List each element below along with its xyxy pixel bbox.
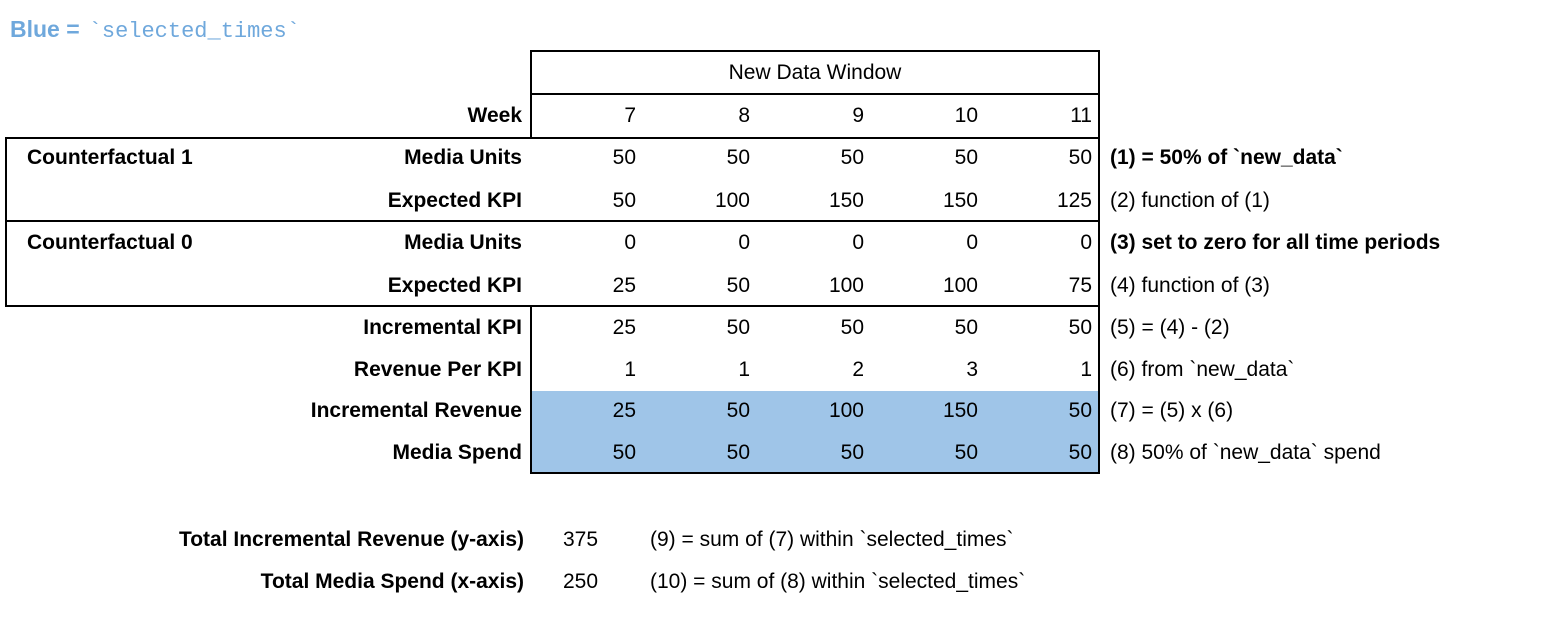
group-label-counterfactual-0: Counterfactual 0 (27, 231, 193, 255)
cell: 50 (954, 146, 978, 170)
cell: 50 (726, 315, 750, 339)
cell: 150 (828, 188, 864, 212)
cell-highlighted: 50 (612, 441, 636, 465)
table-row-incremental-revenue: Incremental Revenue 25 50 100 150 50 (7)… (0, 391, 1544, 433)
cell: 50 (1068, 315, 1092, 339)
cell: 0 (852, 231, 864, 255)
new-data-window-title: New Data Window (728, 60, 902, 84)
legend-blue-label: Blue = (10, 16, 80, 42)
cell: 100 (714, 188, 750, 212)
cell: 125 (1056, 188, 1092, 212)
cell: 1 (1080, 357, 1092, 381)
cell-highlighted: 50 (1068, 399, 1092, 423)
week-cell: 7 (624, 104, 636, 127)
cell: 50 (726, 146, 750, 170)
row-label: Revenue Per KPI (353, 357, 522, 381)
cell: 1 (624, 357, 636, 381)
group-label-counterfactual-1: Counterfactual 1 (27, 146, 193, 170)
row-label: Media Units (404, 146, 522, 170)
cell: 50 (726, 273, 750, 297)
row-annotation: (1) = 50% of `new_data` (1110, 146, 1343, 170)
week-cell: 10 (954, 104, 978, 127)
cell-highlighted: 50 (726, 399, 750, 423)
cell: 50 (612, 188, 636, 212)
row-annotation: (3) set to zero for all time periods (1110, 231, 1441, 255)
cell-highlighted: 50 (840, 441, 864, 465)
cell: 3 (966, 357, 978, 381)
cell-highlighted: 50 (1068, 441, 1092, 465)
cell: 75 (1068, 273, 1092, 297)
total-value: 375 (563, 528, 599, 551)
cell: 0 (738, 231, 750, 255)
cell: 50 (954, 315, 978, 339)
cell-highlighted: 50 (726, 441, 750, 465)
total-annotation: (9) = sum of (7) within `selected_times` (650, 528, 1014, 551)
total-incremental-revenue-row: Total Incremental Revenue (y-axis) 375 (… (0, 519, 1544, 561)
total-annotation: (10) = sum of (8) within `selected_times… (650, 570, 1026, 593)
cell: 50 (612, 146, 636, 170)
cell: 0 (1080, 231, 1092, 255)
total-label: Total Media Spend (x-axis) (260, 570, 524, 593)
row-annotation: (2) function of (1) (1110, 188, 1270, 212)
table-row-revenue-per-kpi: Revenue Per KPI 1 1 2 3 1 (6) from `new_… (0, 349, 1544, 391)
cell: 100 (942, 273, 978, 297)
cell: 25 (612, 273, 636, 297)
cell: 2 (852, 357, 864, 381)
cell: 100 (828, 273, 864, 297)
row-annotation: (6) from `new_data` (1110, 357, 1295, 381)
total-value: 250 (563, 570, 599, 593)
row-label: Expected KPI (387, 188, 522, 212)
table-row-expected-kpi-cf0: Expected KPI 25 50 100 100 75 (4) functi… (0, 265, 1544, 308)
new-data-window-box: New Data Window (530, 50, 1100, 95)
cell: 25 (612, 315, 636, 339)
cell: 0 (624, 231, 636, 255)
cell-highlighted: 100 (828, 399, 864, 423)
row-label: Incremental Revenue (310, 399, 522, 423)
table-row-media-units-cf0: Counterfactual 0 Media Units 0 0 0 0 0 (… (0, 222, 1544, 265)
cell: 0 (966, 231, 978, 255)
cell-highlighted: 150 (942, 399, 978, 423)
week-cell: 9 (852, 104, 864, 127)
row-label: Expected KPI (387, 273, 522, 297)
week-row: Week 7 8 9 10 11 (0, 95, 1544, 137)
cell: 50 (1068, 146, 1092, 170)
week-cell: 11 (1070, 104, 1092, 127)
row-annotation: (8) 50% of `new_data` spend (1110, 441, 1381, 465)
total-label: Total Incremental Revenue (y-axis) (178, 528, 524, 551)
row-annotation: (7) = (5) x (6) (1110, 399, 1234, 423)
table-row-incremental-kpi: Incremental KPI 25 50 50 50 50 (5) = (4)… (0, 307, 1544, 349)
table-row-media-units-cf1: Counterfactual 1 Media Units 50 50 50 50… (0, 137, 1544, 180)
row-label: Media Spend (392, 441, 522, 465)
cell-highlighted: 25 (612, 399, 636, 423)
row-annotation: (5) = (4) - (2) (1110, 315, 1230, 339)
cell: 1 (738, 357, 750, 381)
row-annotation: (4) function of (3) (1110, 273, 1270, 297)
cell: 50 (840, 315, 864, 339)
total-media-spend-row: Total Media Spend (x-axis) 250 (10) = su… (0, 561, 1544, 603)
legend-selected-times-code: `selected_times` (88, 19, 300, 44)
legend-note: Blue = `selected_times` (10, 16, 300, 44)
cell-highlighted: 50 (954, 441, 978, 465)
row-label: Incremental KPI (363, 315, 522, 339)
week-cell: 8 (738, 104, 750, 127)
selected-times-highlight (532, 390, 1098, 472)
table-row-media-spend: Media Spend 50 50 50 50 50 (8) 50% of `n… (0, 432, 1544, 474)
cell: 150 (942, 188, 978, 212)
week-row-label: Week (467, 104, 522, 127)
row-label: Media Units (404, 231, 522, 255)
table-row-expected-kpi-cf1: Expected KPI 50 100 150 150 125 (2) func… (0, 180, 1544, 223)
cell: 50 (840, 146, 864, 170)
